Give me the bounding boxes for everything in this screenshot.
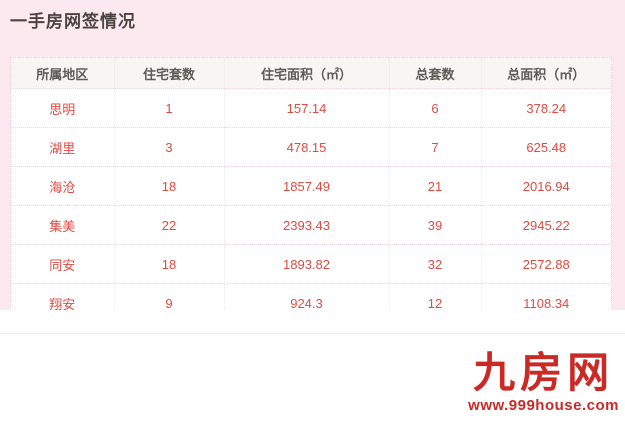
page-title: 一手房网签情况 — [10, 12, 136, 31]
total-area-cell: 625.48 — [480, 127, 611, 167]
column-header-total-area: 总面积（㎡） — [480, 58, 611, 89]
residential-area-cell: 1893.82 — [223, 244, 389, 284]
table-row: 湖里 3 478.15 7 625.48 — [11, 127, 611, 167]
total-area-cell: 2945.22 — [480, 205, 611, 245]
residential-units-cell: 22 — [113, 205, 224, 245]
total-area-cell: 2572.88 — [480, 244, 611, 284]
residential-units-cell: 18 — [113, 244, 224, 284]
total-units-cell: 21 — [388, 166, 481, 206]
total-units-cell: 6 — [388, 88, 481, 128]
table-row: 海沧 18 1857.49 21 2016.94 — [11, 166, 611, 206]
table-header-row: 所属地区 住宅套数 住宅面积（㎡） 总套数 总面积（㎡） — [11, 58, 611, 89]
signing-table: 所属地区 住宅套数 住宅面积（㎡） 总套数 总面积（㎡） 思明 1 157.14… — [11, 58, 611, 322]
residential-area-cell: 2393.43 — [223, 205, 389, 245]
region-cell: 思明 — [11, 88, 114, 128]
total-units-cell: 39 — [388, 205, 481, 245]
table-row: 思明 1 157.14 6 378.24 — [11, 88, 611, 128]
total-area-cell: 2016.94 — [480, 166, 611, 206]
total-area-cell: 378.24 — [480, 88, 611, 128]
residential-area-cell: 478.15 — [223, 127, 389, 167]
footer-divider — [0, 333, 625, 334]
residential-area-cell: 1857.49 — [223, 166, 389, 206]
total-units-cell: 7 — [388, 127, 481, 167]
site-logo-text: 九房网 — [473, 349, 615, 396]
column-header-total-units: 总套数 — [388, 58, 481, 89]
site-logo-url: www.999house.com — [468, 397, 619, 414]
signing-summary-section: 一手房网签情况 所属地区 住宅套数 住宅面积（㎡） 总套数 总面积（㎡） — [0, 0, 625, 323]
column-header-residential-area: 住宅面积（㎡） — [223, 58, 389, 89]
table-row: 同安 18 1893.82 32 2572.88 — [11, 244, 611, 284]
signing-table-card: 所属地区 住宅套数 住宅面积（㎡） 总套数 总面积（㎡） 思明 1 157.14… — [10, 57, 612, 323]
footer-section: 九房网 www.999house.com — [0, 310, 625, 430]
column-header-residential-units: 住宅套数 — [113, 58, 224, 89]
table-row: 集美 22 2393.43 39 2945.22 — [11, 205, 611, 245]
site-logo-link[interactable]: 九房网 www.999house.com — [468, 349, 619, 415]
column-header-region: 所属地区 — [11, 58, 114, 89]
residential-area-cell: 157.14 — [223, 88, 389, 128]
region-cell: 同安 — [11, 244, 114, 284]
residential-units-cell: 3 — [113, 127, 224, 167]
region-cell: 海沧 — [11, 166, 114, 206]
residential-units-cell: 1 — [113, 88, 224, 128]
residential-units-cell: 18 — [113, 166, 224, 206]
total-units-cell: 32 — [388, 244, 481, 284]
region-cell: 湖里 — [11, 127, 114, 167]
region-cell: 集美 — [11, 205, 114, 245]
